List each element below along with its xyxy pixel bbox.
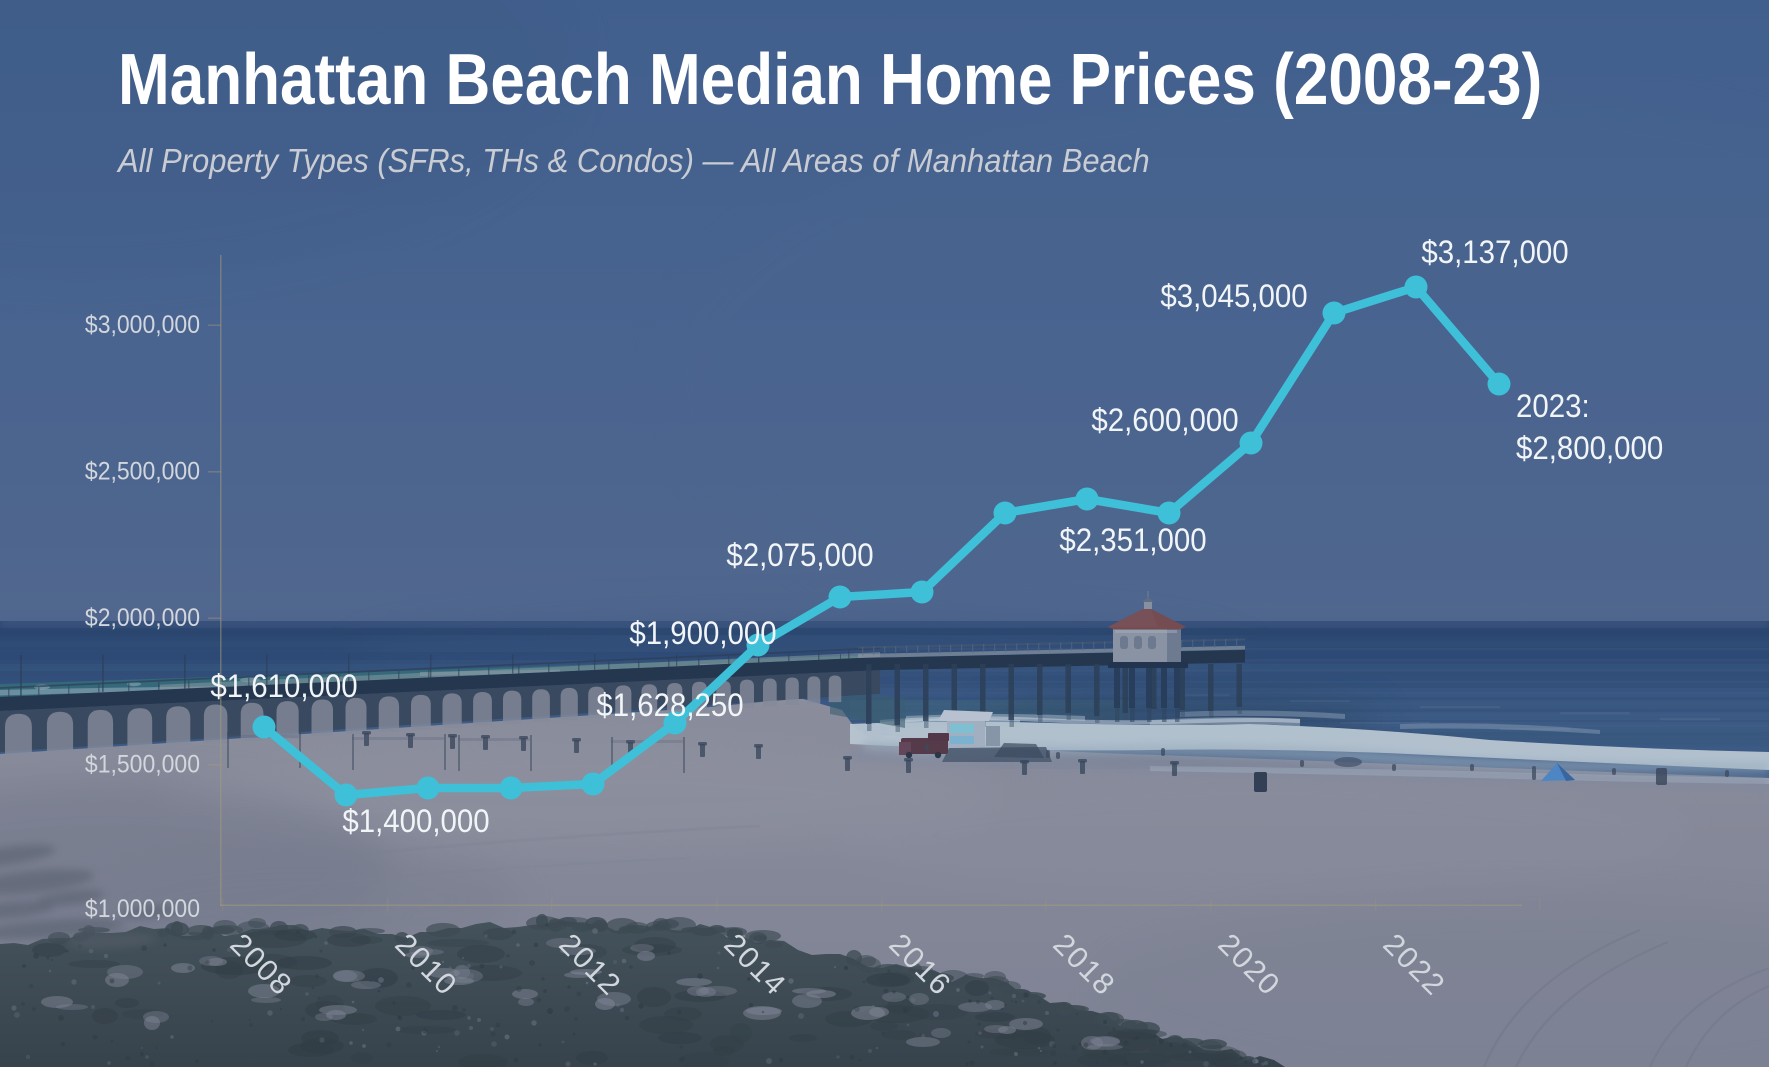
svg-text:$2,500,000: $2,500,000 xyxy=(85,457,200,485)
svg-text:$1,628,250: $1,628,250 xyxy=(596,687,743,723)
svg-text:$1,500,000: $1,500,000 xyxy=(85,750,200,778)
svg-text:$2,000,000: $2,000,000 xyxy=(85,604,200,632)
svg-text:$3,137,000: $3,137,000 xyxy=(1421,234,1568,270)
svg-text:$1,900,000: $1,900,000 xyxy=(629,615,776,651)
svg-text:$1,400,000: $1,400,000 xyxy=(342,803,489,839)
svg-text:$2,600,000: $2,600,000 xyxy=(1091,402,1238,438)
svg-text:$1,610,000: $1,610,000 xyxy=(210,668,357,704)
svg-text:$3,000,000: $3,000,000 xyxy=(85,311,200,339)
svg-text:$3,045,000: $3,045,000 xyxy=(1160,278,1307,314)
svg-text:$2,351,000: $2,351,000 xyxy=(1059,522,1206,558)
svg-text:$1,000,000: $1,000,000 xyxy=(85,895,200,923)
svg-text:$2,800,000: $2,800,000 xyxy=(1516,430,1663,466)
svg-text:Manhattan Beach Median Home Pr: Manhattan Beach Median Home Prices (2008… xyxy=(118,40,1542,120)
svg-text:$2,075,000: $2,075,000 xyxy=(726,537,873,573)
svg-text:All Property Types (SFRs, THs: All Property Types (SFRs, THs & Condos) … xyxy=(116,142,1149,179)
svg-text:2023:: 2023: xyxy=(1516,388,1590,424)
